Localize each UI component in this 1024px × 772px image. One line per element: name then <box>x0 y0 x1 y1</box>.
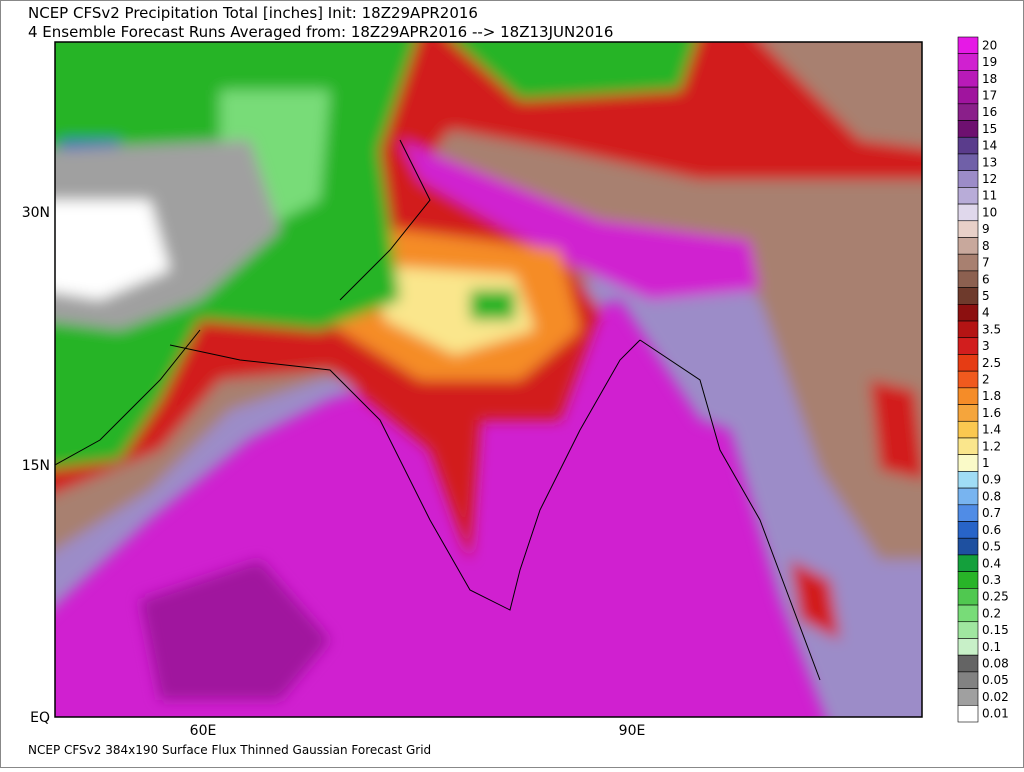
colorbar-swatch <box>957 103 979 121</box>
colorbar-swatch <box>957 504 979 522</box>
colorbar-label: 14 <box>982 139 997 153</box>
colorbar-label: 0.8 <box>982 489 1001 503</box>
colorbar-label: 4 <box>982 306 990 320</box>
colorbar-swatch <box>957 604 979 623</box>
colorbar-swatch <box>957 187 979 205</box>
lon-label: 60E <box>190 723 217 739</box>
colorbar-label: 1.2 <box>982 439 1001 453</box>
colorbar-label: 0.2 <box>982 606 1001 620</box>
colorbar-label: 6 <box>982 272 990 286</box>
colorbar-label: 2.5 <box>982 356 1001 370</box>
colorbar-label: 0.9 <box>982 473 1001 487</box>
colorbar-swatch <box>957 370 979 389</box>
colorbar-swatch <box>957 638 979 656</box>
colorbar-label: 0.08 <box>982 657 1009 671</box>
footer: NCEP CFSv2 384x190 Surface Flux Thinned … <box>28 743 431 757</box>
colorbar-swatch <box>957 203 979 222</box>
colorbar-swatch <box>957 320 979 339</box>
colorbar-swatch <box>957 688 979 706</box>
colorbar-swatch <box>957 571 979 589</box>
colorbar-label: 1.8 <box>982 389 1001 403</box>
colorbar-swatch <box>957 471 979 489</box>
colorbar-label: 0.3 <box>982 573 1001 587</box>
colorbar-label: 3 <box>982 339 990 353</box>
colorbar-swatch <box>957 654 979 673</box>
colorbar-label: 20 <box>982 38 997 52</box>
colorbar-swatch <box>957 521 979 539</box>
colorbar-swatch <box>957 253 979 272</box>
colorbar-label: 0.5 <box>982 540 1001 554</box>
colorbar-label: 18 <box>982 72 997 86</box>
lat-label: EQ <box>30 710 50 726</box>
colorbar-label: 0.01 <box>982 707 1009 721</box>
colorbar-label: 0.1 <box>982 640 1001 654</box>
colorbar-label: 11 <box>982 189 997 203</box>
colorbar-swatch <box>957 487 979 506</box>
colorbar-swatch <box>957 86 979 105</box>
colorbar-swatch <box>957 170 979 188</box>
colorbar-swatch <box>957 337 979 355</box>
colorbar-swatch <box>957 237 979 255</box>
colorbar-swatch <box>957 404 979 422</box>
colorbar-swatch <box>957 387 979 405</box>
title-line-2: 4 Ensemble Forecast Runs Averaged from: … <box>28 23 613 41</box>
precip-map <box>55 42 922 717</box>
colorbar-swatch <box>957 136 979 155</box>
colorbar-label: 0.05 <box>982 673 1009 687</box>
lat-label: 15N <box>22 458 50 474</box>
colorbar-swatch <box>957 588 979 606</box>
colorbar-label: 5 <box>982 289 990 303</box>
colorbar-label: 0.15 <box>982 623 1009 637</box>
colorbar-swatch <box>957 420 979 439</box>
colorbar-label: 16 <box>982 105 997 119</box>
colorbar-swatch <box>957 153 979 171</box>
colorbar-label: 0.25 <box>982 590 1009 604</box>
colorbar-label: 7 <box>982 256 990 270</box>
colorbar-swatch <box>957 621 979 639</box>
colorbar-label: 19 <box>982 55 997 69</box>
colorbar-label: 0.7 <box>982 506 1001 520</box>
colorbar-label: 13 <box>982 155 997 169</box>
colorbar-label: 0.4 <box>982 556 1001 570</box>
colorbar-swatch <box>957 53 979 71</box>
colorbar-swatch <box>957 287 979 305</box>
colorbar-label: 17 <box>982 88 997 102</box>
colorbar-label: 1 <box>982 456 990 470</box>
colorbar-swatch <box>957 36 979 55</box>
title-line-1: NCEP CFSv2 Precipitation Total [inches] … <box>28 4 478 22</box>
colorbar-swatch <box>957 454 979 472</box>
colorbar: 20 19 18 17 16 15 14 13 12 11 10 9 8 7 6 5 4 3.5 3 2.5 2 1.8 1… <box>957 36 1009 723</box>
colorbar-swatch <box>957 220 979 238</box>
colorbar-swatch <box>957 270 979 288</box>
map-frame <box>54 41 923 718</box>
colorbar-label: 0.6 <box>982 523 1001 537</box>
colorbar-swatch <box>957 554 979 572</box>
colorbar-label: 2 <box>982 373 990 387</box>
colorbar-swatch <box>957 704 979 723</box>
colorbar-label: 12 <box>982 172 997 186</box>
colorbar-swatch <box>957 304 979 322</box>
colorbar-label: 9 <box>982 222 990 236</box>
colorbar-swatch <box>957 354 979 372</box>
lon-label: 90E <box>619 723 646 739</box>
colorbar-label: 1.6 <box>982 406 1001 420</box>
colorbar-label: 10 <box>982 205 997 219</box>
colorbar-swatch <box>957 537 979 556</box>
lat-label: 30N <box>22 205 50 221</box>
colorbar-swatch <box>957 437 979 455</box>
colorbar-label: 1.4 <box>982 423 1001 437</box>
colorbar-label: 0.02 <box>982 690 1009 704</box>
colorbar-label: 15 <box>982 122 997 136</box>
colorbar-swatch <box>957 120 979 138</box>
colorbar-swatch <box>957 70 979 88</box>
colorbar-label: 3.5 <box>982 322 1001 336</box>
colorbar-swatch <box>957 671 979 689</box>
colorbar-label: 8 <box>982 239 990 253</box>
